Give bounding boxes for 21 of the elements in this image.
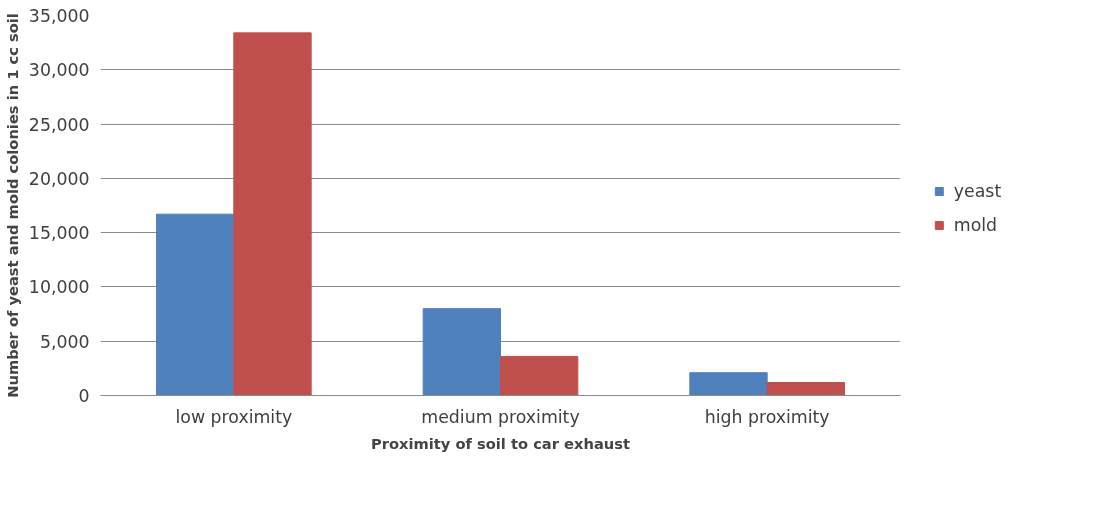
y-tick-label: 10,000 [28, 277, 90, 298]
y-axis-title: Number of yeast and mold colonies in 1 cc soil [3, 13, 21, 398]
x-tick-label: medium proximity [421, 406, 580, 427]
y-tick-label: 35,000 [28, 6, 90, 26]
legend-label: yeast [953, 181, 1002, 201]
bar [766, 381, 845, 396]
y-tick-label: 15,000 [28, 223, 90, 244]
bar [689, 372, 768, 396]
y-tick-label: 5,000 [39, 331, 90, 352]
y-tick-label: 25,000 [28, 114, 90, 135]
x-axis-title: Proximity of soil to car exhaust [371, 434, 630, 452]
y-tick-label: 0 [78, 386, 90, 406]
y-tick-label: 30,000 [28, 60, 90, 81]
bar [233, 32, 312, 396]
x-tick-label: low proximity [175, 406, 293, 427]
bar [156, 213, 235, 396]
x-tick-label: high proximity [704, 406, 830, 427]
y-tick-label: 20,000 [28, 168, 90, 189]
legend-label: mold [953, 215, 998, 235]
bar [422, 308, 501, 396]
bar [500, 355, 579, 396]
